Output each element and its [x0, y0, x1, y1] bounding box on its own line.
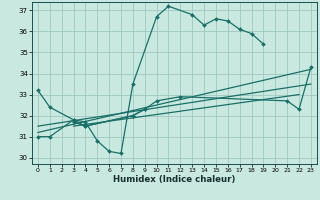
X-axis label: Humidex (Indice chaleur): Humidex (Indice chaleur): [113, 175, 236, 184]
